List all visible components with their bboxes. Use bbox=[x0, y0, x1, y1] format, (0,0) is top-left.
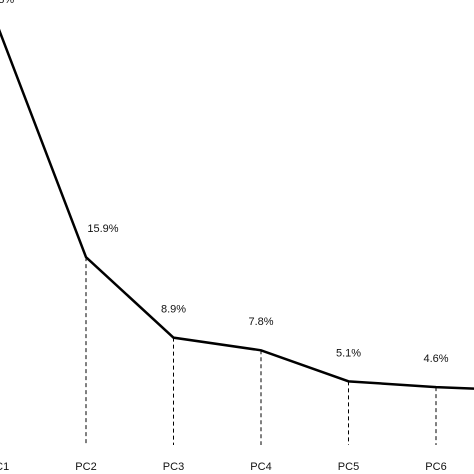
x-tick-label: PC5 bbox=[338, 461, 359, 473]
x-tick-label: PC3 bbox=[163, 461, 184, 473]
data-label: 15.9% bbox=[87, 223, 118, 235]
data-label: 7.8% bbox=[248, 316, 273, 328]
data-label: 4.6% bbox=[423, 353, 448, 365]
x-tick-label: PC4 bbox=[250, 461, 271, 473]
data-label: 35.8% bbox=[0, 0, 14, 6]
x-tick-label: PC6 bbox=[425, 461, 446, 473]
x-tick-label: PC2 bbox=[75, 461, 96, 473]
line bbox=[0, 28, 474, 390]
data-label: 8.9% bbox=[161, 304, 186, 316]
data-label: 5.1% bbox=[336, 347, 361, 359]
x-tick-label: PC1 bbox=[0, 461, 9, 473]
